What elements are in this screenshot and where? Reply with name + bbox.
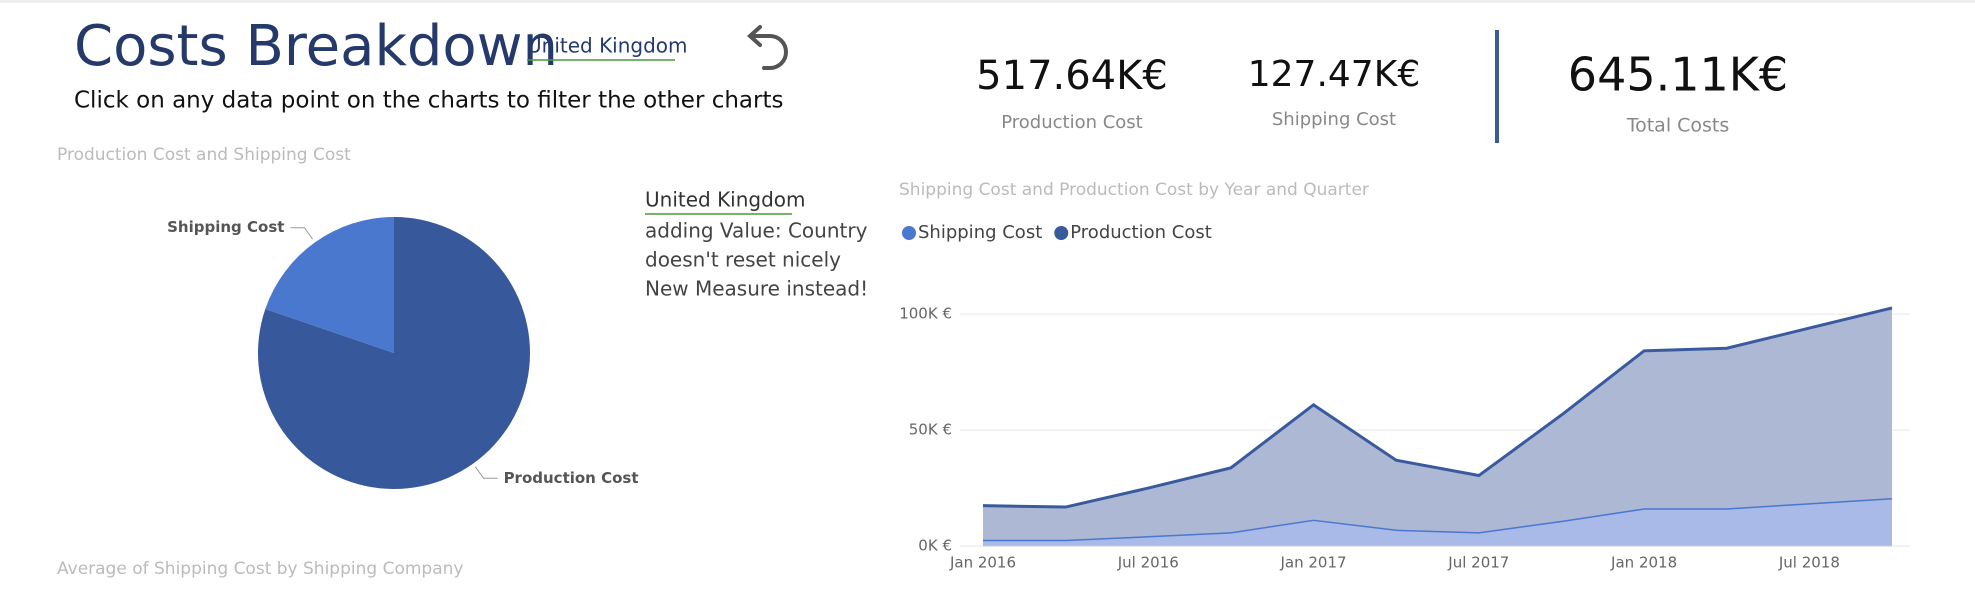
top-border: [0, 0, 1975, 3]
leader-line: [475, 466, 498, 479]
note-line: doesn't reset nicely: [645, 248, 841, 272]
undo-button[interactable]: [747, 25, 788, 70]
x-tick-label: Jul 2018: [1778, 554, 1840, 572]
x-tick-label: Jan 2018: [1610, 554, 1677, 572]
pie-slice: [265, 217, 394, 353]
x-tick-label: Jul 2017: [1447, 554, 1509, 572]
page-title: Costs Breakdown: [74, 14, 558, 79]
note-line: New Measure instead!: [645, 277, 868, 301]
legend-label: Shipping Cost: [918, 222, 1042, 243]
filter-link[interactable]: United Kingdom: [527, 34, 688, 58]
kpi-label: Shipping Cost: [1272, 109, 1396, 130]
legend-marker: [902, 226, 916, 240]
kpi-value: 517.64K€: [976, 53, 1168, 99]
legend-marker: [1054, 226, 1069, 240]
y-tick-label: 0K €: [918, 537, 952, 555]
kpi-value: 645.11K€: [1568, 48, 1788, 102]
chart-title: Production Cost and Shipping Cost: [57, 145, 351, 165]
y-tick-label: 50K €: [909, 421, 952, 439]
kpi-value: 127.47K€: [1248, 54, 1420, 95]
area-fill: [983, 307, 1892, 540]
page-subtitle: Click on any data point on the charts to…: [74, 88, 784, 114]
pie-label: Shipping Cost: [167, 218, 284, 236]
chart-title: Average of Shipping Cost by Shipping Com…: [57, 559, 463, 579]
chart-title: Shipping Cost and Production Cost by Yea…: [899, 180, 1369, 200]
note-link[interactable]: United Kingdom: [645, 188, 806, 212]
leader-line: [290, 227, 313, 240]
y-tick-label: 100K €: [899, 305, 952, 323]
pie-label: Production Cost: [504, 469, 639, 487]
note-line: adding Value: Country: [645, 219, 868, 243]
area-line: [982, 306, 1893, 509]
legend-label: Production Cost: [1070, 222, 1212, 243]
x-tick-label: Jul 2016: [1117, 554, 1179, 572]
x-tick-label: Jan 2016: [949, 554, 1016, 572]
x-tick-label: Jan 2017: [1280, 554, 1347, 572]
kpi-label: Total Costs: [1626, 115, 1730, 137]
kpi-label: Production Cost: [1001, 112, 1143, 133]
